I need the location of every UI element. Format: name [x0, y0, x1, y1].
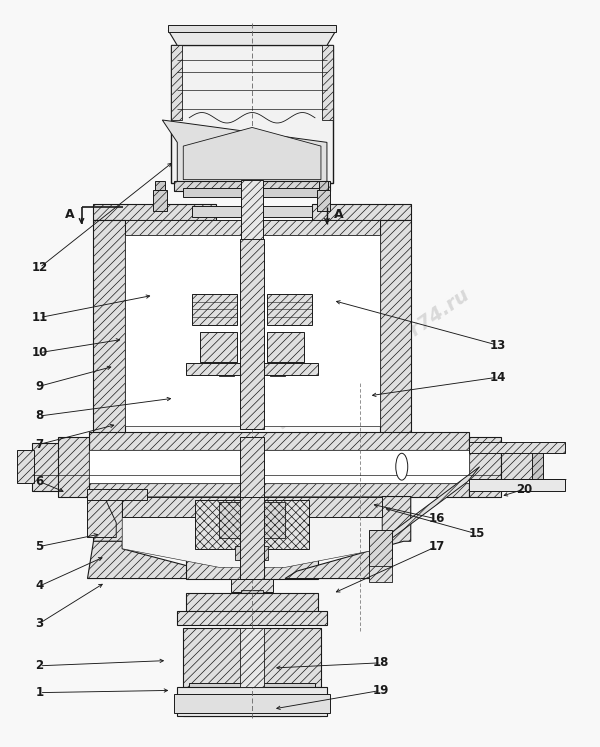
Polygon shape [169, 31, 336, 46]
Text: 16: 16 [428, 512, 445, 525]
Text: 4: 4 [35, 580, 44, 592]
Bar [469, 480, 565, 491]
Bar [532, 446, 543, 488]
Bar [319, 181, 328, 190]
Bar [58, 437, 89, 497]
Text: 2: 2 [35, 660, 44, 672]
Bar [241, 179, 263, 265]
Text: 6: 6 [35, 475, 44, 488]
Bar [231, 578, 273, 592]
Text: 15: 15 [469, 527, 485, 540]
Bar [369, 530, 392, 568]
Bar [94, 220, 125, 437]
Bar [317, 190, 330, 211]
Bar [192, 205, 312, 217]
Bar [32, 443, 89, 491]
Bar [195, 500, 309, 549]
Text: 7: 7 [35, 438, 44, 451]
Text: 1: 1 [35, 686, 44, 699]
Bar [17, 450, 34, 483]
Bar [177, 611, 327, 624]
Bar [240, 437, 264, 497]
Bar [94, 203, 216, 220]
Bar [94, 497, 122, 542]
Bar [200, 332, 237, 362]
Bar [171, 46, 182, 120]
Bar [186, 593, 318, 614]
Text: 14: 14 [490, 371, 506, 384]
Text: 8: 8 [35, 409, 44, 423]
Bar [174, 181, 330, 190]
Polygon shape [122, 497, 382, 568]
Bar [240, 497, 264, 578]
Text: A: A [334, 208, 344, 221]
Bar [240, 628, 264, 686]
Bar [258, 502, 285, 538]
Text: 20: 20 [517, 483, 533, 495]
Polygon shape [285, 497, 411, 578]
Text: 3: 3 [35, 617, 44, 630]
Bar [171, 46, 333, 183]
Text: www.detmaster74.ru: www.detmaster74.ru [271, 284, 472, 433]
Bar [174, 694, 330, 713]
Bar [241, 590, 263, 602]
Bar [322, 46, 333, 120]
Text: 12: 12 [31, 261, 48, 274]
Text: 13: 13 [490, 338, 506, 352]
Bar [125, 220, 380, 235]
Text: A: A [65, 208, 75, 221]
Bar [88, 489, 148, 500]
Bar [155, 181, 165, 190]
Bar [183, 187, 321, 196]
Bar [219, 367, 234, 376]
Text: 18: 18 [373, 657, 389, 669]
Polygon shape [378, 467, 479, 549]
Bar [169, 25, 336, 32]
Bar [469, 437, 500, 497]
Bar [186, 363, 318, 375]
Bar [154, 190, 167, 211]
Bar [219, 502, 246, 538]
Bar [267, 294, 312, 325]
Text: 10: 10 [31, 346, 48, 359]
Text: 19: 19 [373, 684, 389, 697]
Bar [186, 560, 318, 578]
Bar [267, 332, 304, 362]
Bar [369, 566, 392, 582]
Bar [270, 367, 285, 376]
Bar [125, 235, 380, 426]
Polygon shape [163, 120, 327, 183]
Ellipse shape [396, 453, 408, 480]
Bar [183, 628, 321, 686]
Bar [312, 203, 411, 220]
Text: 17: 17 [428, 540, 445, 553]
Bar [189, 683, 315, 705]
Bar [500, 444, 533, 489]
Bar [192, 294, 237, 325]
Bar [89, 432, 469, 450]
Text: 5: 5 [35, 540, 44, 553]
Bar [122, 497, 382, 518]
Polygon shape [88, 542, 219, 578]
Bar [89, 450, 469, 483]
Bar [469, 442, 565, 453]
Bar [177, 686, 327, 716]
Text: 9: 9 [35, 379, 44, 393]
Text: 11: 11 [31, 311, 48, 324]
Bar [240, 238, 264, 430]
Bar [235, 547, 268, 560]
Bar [380, 220, 411, 437]
Bar [183, 703, 321, 716]
Polygon shape [241, 602, 263, 610]
Polygon shape [183, 128, 321, 179]
Polygon shape [88, 493, 116, 538]
Bar [89, 483, 469, 497]
